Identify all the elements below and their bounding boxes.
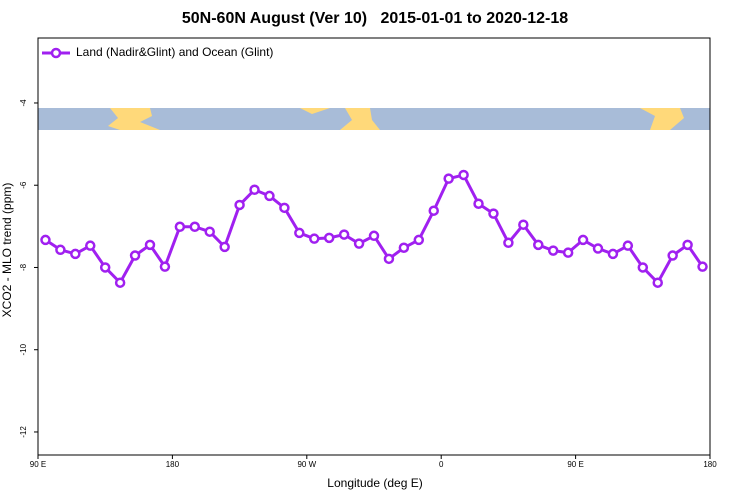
data-point	[99, 262, 111, 273]
data-point	[219, 241, 230, 253]
data-point	[697, 261, 708, 272]
data-point	[667, 250, 678, 261]
data-point	[547, 245, 559, 256]
data-point	[353, 238, 365, 249]
y-axis-label: XCO2 - MLO trend (ppm)	[0, 183, 14, 318]
x-axis-label: Longitude (deg E)	[327, 476, 422, 490]
data-point	[488, 208, 499, 219]
y-tick-label: -12	[19, 426, 28, 438]
data-point	[204, 226, 215, 237]
data-point	[533, 239, 544, 251]
data-point	[114, 277, 126, 288]
data-point	[85, 240, 96, 251]
data-point	[55, 244, 66, 256]
data-point	[294, 227, 305, 239]
data-point	[518, 219, 529, 230]
data-point	[40, 234, 51, 246]
data-point	[562, 247, 574, 258]
y-tick-label: -6	[19, 181, 28, 189]
chart-title: 50N-60N August (Ver 10) 2015-01-01 to 20…	[182, 10, 568, 27]
data-point	[413, 234, 425, 246]
x-tick-label: 0	[439, 460, 444, 469]
x-tick-label: 180	[166, 460, 180, 469]
data-point	[398, 242, 410, 253]
data-point	[443, 173, 454, 184]
legend-label: Land (Nadir&Glint) and Ocean (Glint)	[76, 45, 273, 59]
y-tick-label: -10	[19, 343, 28, 355]
data-point	[174, 221, 186, 233]
data-point	[309, 233, 320, 244]
data-point	[264, 190, 275, 202]
data-point	[129, 250, 141, 261]
data-point	[592, 243, 604, 254]
data-point	[607, 248, 619, 260]
x-tick-label: 180	[703, 460, 717, 469]
plot-frame	[37, 37, 711, 456]
data-point	[458, 169, 469, 181]
data-point	[159, 261, 171, 272]
data-point	[323, 232, 335, 244]
data-point	[144, 239, 156, 251]
data-point	[279, 202, 290, 214]
data-point	[473, 198, 484, 209]
data-point	[234, 199, 245, 211]
map-band	[38, 108, 710, 130]
data-point	[249, 184, 260, 195]
data-point	[682, 239, 693, 251]
data-point	[652, 277, 663, 288]
data-point	[622, 240, 634, 251]
x-tick-label: 90 E	[567, 460, 583, 469]
data-point	[338, 229, 350, 240]
data-point	[368, 230, 380, 242]
data-point	[637, 262, 649, 273]
data-point	[503, 237, 514, 249]
data-point	[189, 221, 201, 233]
data-point	[70, 248, 81, 260]
series-line	[44, 173, 704, 286]
y-tick-label: -8	[19, 263, 28, 271]
data-point	[577, 234, 589, 246]
data-point	[383, 253, 395, 265]
y-tick-label: -4	[19, 99, 28, 107]
x-tick-label: 90 E	[30, 460, 46, 469]
x-tick-label: 90 W	[297, 460, 316, 469]
data-point	[428, 205, 439, 216]
legend-marker	[50, 47, 62, 59]
